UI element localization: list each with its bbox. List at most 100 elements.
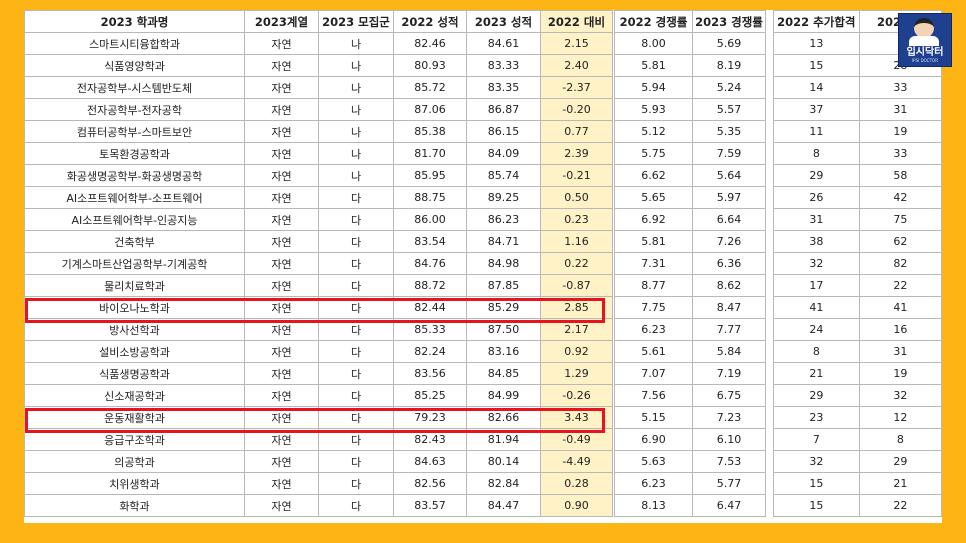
table-row: 기계스마트산업공학부-기계공학 자연 다 84.76 84.98 0.22 xyxy=(24,252,613,275)
table-row: 운동재활학과 자연 다 79.23 82.66 3.43 xyxy=(24,406,613,429)
table-cell: 자연 xyxy=(244,340,319,363)
table-row: 37 31 xyxy=(773,98,942,121)
table-cell: 자연 xyxy=(244,384,319,407)
table-cell: 자연 xyxy=(244,186,319,209)
table-cell: 82 xyxy=(858,252,942,275)
table-cell: -0.87 xyxy=(540,274,613,297)
table-cell: 8 xyxy=(773,142,860,165)
table-row: 29 32 xyxy=(773,384,942,407)
table-cell: 15 xyxy=(773,494,860,517)
table-row: 7.07 7.19 xyxy=(614,362,766,385)
table-cell: 11 xyxy=(773,120,860,143)
table-row: 26 42 xyxy=(773,186,942,209)
table-header-row: 2023 학과명 2023계열 2023 모집군 2022 성적 2023 성적 2022… xyxy=(24,10,613,33)
table-cell: 81.94 xyxy=(466,428,541,451)
table-cell: -0.21 xyxy=(540,164,613,187)
table-cell: 자연 xyxy=(244,406,319,429)
table-cell: 0.92 xyxy=(540,340,613,363)
table-cell: 5.35 xyxy=(692,120,766,143)
table-cell: 다 xyxy=(318,450,394,473)
table-row: 14 33 xyxy=(773,76,942,99)
table-row: 화학과 자연 다 83.57 84.47 0.90 xyxy=(24,494,613,517)
table-cell: 85.29 xyxy=(466,296,541,319)
table-cell: 81.70 xyxy=(393,142,467,165)
table-cell: 41 xyxy=(858,296,942,319)
table-cell: 8 xyxy=(773,340,860,363)
table-row: 5.61 5.84 xyxy=(614,340,766,363)
table-row: 5.93 5.57 xyxy=(614,98,766,121)
table-cell: 80.93 xyxy=(393,54,467,77)
table-cell: 33 xyxy=(858,76,942,99)
table-cell: 29 xyxy=(858,450,942,473)
table-row: 29 58 xyxy=(773,164,942,187)
table-cell: 다 xyxy=(318,186,394,209)
table-cell: 83.54 xyxy=(393,230,467,253)
table-cell: 0.22 xyxy=(540,252,613,275)
table-cell: 7.59 xyxy=(692,142,766,165)
table-cell: 8.62 xyxy=(692,274,766,297)
table-row: 11 19 xyxy=(773,120,942,143)
table-cell: 자연 xyxy=(244,428,319,451)
table-cell: 84.98 xyxy=(466,252,541,275)
table-cell: 자연 xyxy=(244,164,319,187)
table-cell: 7.53 xyxy=(692,450,766,473)
table-cell: 8 xyxy=(858,428,942,451)
column-header: 2023 모집군 xyxy=(318,10,394,33)
table-cell: 자연 xyxy=(244,318,319,341)
table-cell: 다 xyxy=(318,274,394,297)
table-cell: 17 xyxy=(773,274,860,297)
table-cell: 79.23 xyxy=(393,406,467,429)
table-row: 5.15 7.23 xyxy=(614,406,766,429)
table-cell: 29 xyxy=(773,384,860,407)
table-row: 5.63 7.53 xyxy=(614,450,766,473)
table-cell: AI소프트웨어학부-소프트웨어 xyxy=(24,186,245,209)
table-cell: 7.26 xyxy=(692,230,766,253)
table-cell: 86.15 xyxy=(466,120,541,143)
table-row: 5.94 5.24 xyxy=(614,76,766,99)
column-header: 2022 추가합격 xyxy=(773,10,860,33)
table-cell: 자연 xyxy=(244,472,319,495)
table-cell: 85.38 xyxy=(393,120,467,143)
table-cell: 자연 xyxy=(244,362,319,385)
table-cell: 5.65 xyxy=(614,186,693,209)
table-cell: 신소재공학과 xyxy=(24,384,245,407)
table-cell: 의공학과 xyxy=(24,450,245,473)
table-row: 5.81 7.26 xyxy=(614,230,766,253)
table-row: 5.65 5.97 xyxy=(614,186,766,209)
table-cell: 7.31 xyxy=(614,252,693,275)
table-cell: 8.00 xyxy=(614,32,693,55)
table-cell: 컴퓨터공학부-스마트보안 xyxy=(24,120,245,143)
table-row: 물리치료학과 자연 다 88.72 87.85 -0.87 xyxy=(24,274,613,297)
table-cell: 7.56 xyxy=(614,384,693,407)
table-row: 5.81 8.19 xyxy=(614,54,766,77)
table-cell: 바이오나노학과 xyxy=(24,296,245,319)
table-cell: 자연 xyxy=(244,450,319,473)
table-cell: -0.49 xyxy=(540,428,613,451)
table-cell: 6.23 xyxy=(614,318,693,341)
table-row: 15 22 xyxy=(773,494,942,517)
table-cell: 자연 xyxy=(244,142,319,165)
table-cell: 0.50 xyxy=(540,186,613,209)
table-row: 응급구조학과 자연 다 82.43 81.94 -0.49 xyxy=(24,428,613,451)
table-row: 식품영양학과 자연 나 80.93 83.33 2.40 xyxy=(24,54,613,77)
table-cell: 0.28 xyxy=(540,472,613,495)
table-cell: 다 xyxy=(318,472,394,495)
table-cell: 자연 xyxy=(244,230,319,253)
table-cell: 6.10 xyxy=(692,428,766,451)
table-cell: 84.63 xyxy=(393,450,467,473)
table-cell: 23 xyxy=(773,406,860,429)
table-cell: 31 xyxy=(773,208,860,231)
table-cell: 15 xyxy=(773,54,860,77)
table-cell: 12 xyxy=(858,406,942,429)
table-cell: 15 xyxy=(773,472,860,495)
table-cell: 84.09 xyxy=(466,142,541,165)
table-cell: 83.56 xyxy=(393,362,467,385)
table-row: 방사선학과 자연 다 85.33 87.50 2.17 xyxy=(24,318,613,341)
table-cell: 5.63 xyxy=(614,450,693,473)
table-cell: 84.61 xyxy=(466,32,541,55)
table-row: 8 33 xyxy=(773,142,942,165)
table-cell: 5.84 xyxy=(692,340,766,363)
column-header: 2023계열 xyxy=(244,10,319,33)
table-cell: 6.75 xyxy=(692,384,766,407)
table-cell: 1.29 xyxy=(540,362,613,385)
